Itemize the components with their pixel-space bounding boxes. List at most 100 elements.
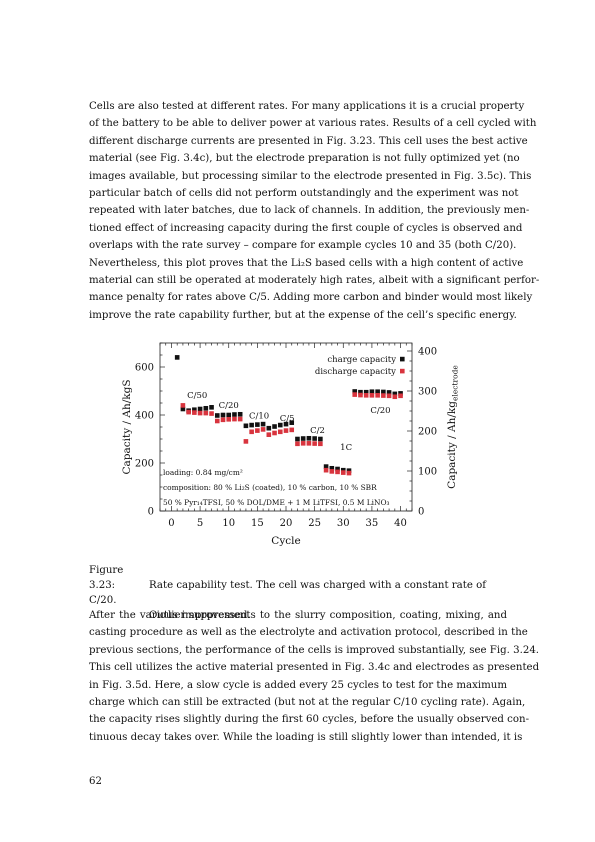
text-line: charge which can still be extracted (but… — [89, 697, 526, 709]
discharge-point — [289, 427, 295, 433]
rate-annotation: C/50 — [187, 391, 207, 401]
discharge-point — [277, 429, 283, 435]
charge-point — [255, 422, 260, 427]
x-tick-label: 5 — [197, 518, 203, 529]
rate-capability-chart: 0 5 10 15 20 25 30 35 4002004006000100200300400C… — [121, 342, 460, 547]
discharge-point — [260, 427, 266, 432]
text-line: different discharge currents are present… — [89, 135, 528, 147]
discharge-point — [369, 393, 375, 398]
discharge-point — [318, 441, 323, 447]
discharge-point — [363, 393, 369, 398]
charge-point — [289, 420, 295, 425]
text-line: repeated with later batches, due to lack… — [89, 205, 530, 217]
discharge-point — [335, 469, 340, 475]
discharge-point — [358, 392, 363, 398]
discharge-point — [283, 428, 289, 433]
discharge-point — [266, 432, 272, 437]
x-tick-label: 30 — [337, 518, 350, 529]
discharge-point — [386, 393, 392, 399]
discharge-point — [346, 470, 352, 476]
charge-point — [375, 389, 380, 395]
x-tick-label: 40 — [394, 518, 407, 529]
discharge-point — [381, 393, 386, 398]
discharge-point — [192, 410, 197, 415]
text-line: images available, but processing similar… — [89, 170, 532, 182]
x-tick-label: 0 — [168, 518, 174, 529]
charge-point — [386, 390, 392, 395]
text-line: mance penalty for rates above C/5. Addin… — [89, 292, 533, 304]
text-line: Nevertheless, this plot proves that the … — [89, 257, 524, 269]
discharge-point — [329, 469, 335, 474]
text-line: material can still be operated at modera… — [89, 275, 540, 287]
text-line: of the battery to be able to deliver pow… — [89, 118, 537, 130]
rate-annotation: C/20 — [219, 401, 239, 411]
charge-point — [323, 464, 329, 469]
y-left-axis-label: Capacity / Ah/kgS — [121, 379, 133, 474]
caption-label: Figure 3.23: — [89, 565, 124, 591]
charge-point — [283, 421, 289, 427]
discharge-point — [220, 417, 226, 423]
discharge-point — [180, 403, 186, 408]
charge-point — [346, 468, 352, 473]
discharge-point — [300, 441, 306, 446]
text-line: Cells are also tested at different rates… — [89, 101, 525, 112]
discharge-point — [398, 393, 403, 399]
charge-point — [226, 412, 232, 418]
charge-point — [369, 389, 375, 395]
discharge-point — [232, 416, 237, 422]
x-tick-label: 15 — [251, 518, 264, 529]
y-left-tick-label: 0 — [148, 507, 154, 518]
figure-caption: Figure 3.23: Rate capability test. The ce… — [89, 563, 509, 623]
charge-point — [363, 389, 369, 395]
y-right-tick-label: 0 — [418, 507, 424, 518]
discharge-point — [375, 393, 380, 398]
charge-point — [272, 424, 277, 429]
discharge-point — [323, 467, 329, 473]
x-tick-label: 10 — [222, 518, 235, 529]
charge-point — [243, 423, 249, 429]
y-right-tick-label: 300 — [418, 387, 437, 398]
rate-annotation: C/20 — [370, 406, 390, 416]
text-line: in Fig. 3.5d. Here, a slow cycle is adde… — [89, 679, 507, 691]
charge-point — [266, 425, 272, 431]
charge-point — [220, 412, 226, 418]
paragraph-1: Cells are also tested at different rates… — [89, 98, 540, 324]
legend-label: discharge capacity — [315, 367, 396, 377]
text-line: particular batch of cells did not perfor… — [89, 188, 519, 200]
charge-point — [192, 407, 197, 413]
charge-point — [329, 465, 335, 471]
charge-point — [203, 405, 209, 411]
paragraph-2: After the various improvements to the sl… — [89, 607, 540, 746]
charge-point — [306, 435, 312, 441]
rate-annotation: 1C — [340, 443, 352, 453]
y-left-tick-label: 400 — [135, 411, 154, 422]
discharge-point — [352, 392, 358, 397]
discharge-point — [249, 429, 254, 435]
charge-point — [232, 412, 237, 417]
discharge-point — [340, 470, 346, 475]
loading-note: loading: 0.84 mg/cm² — [163, 468, 243, 477]
charge-point — [260, 421, 266, 427]
charge-point — [277, 422, 283, 428]
discharge-point — [392, 394, 398, 400]
text-line: This cell utilizes the active material p… — [89, 662, 540, 674]
discharge-point — [214, 418, 220, 424]
legend-marker — [400, 356, 405, 362]
caption-line-2: Outlier suppressed. — [149, 610, 251, 621]
discharge-point — [312, 441, 317, 446]
discharge-point — [226, 417, 232, 422]
charge-point — [237, 411, 243, 417]
legend-marker — [400, 368, 405, 374]
discharge-point — [186, 409, 191, 415]
charge-point — [300, 436, 306, 441]
text-line: the capacity rises slightly during the f… — [89, 714, 530, 726]
y-left-tick-label: 200 — [135, 459, 154, 470]
rate-annotation: C/5 — [280, 414, 295, 424]
x-tick-label: 35 — [366, 518, 379, 529]
discharge-point — [243, 439, 249, 444]
charge-point — [295, 436, 300, 442]
text-line: material (see Fig. 3.4c), but the electr… — [89, 153, 520, 165]
y-right-tick-label: 200 — [418, 427, 437, 438]
discharge-point — [295, 441, 300, 447]
discharge-point — [209, 411, 214, 416]
